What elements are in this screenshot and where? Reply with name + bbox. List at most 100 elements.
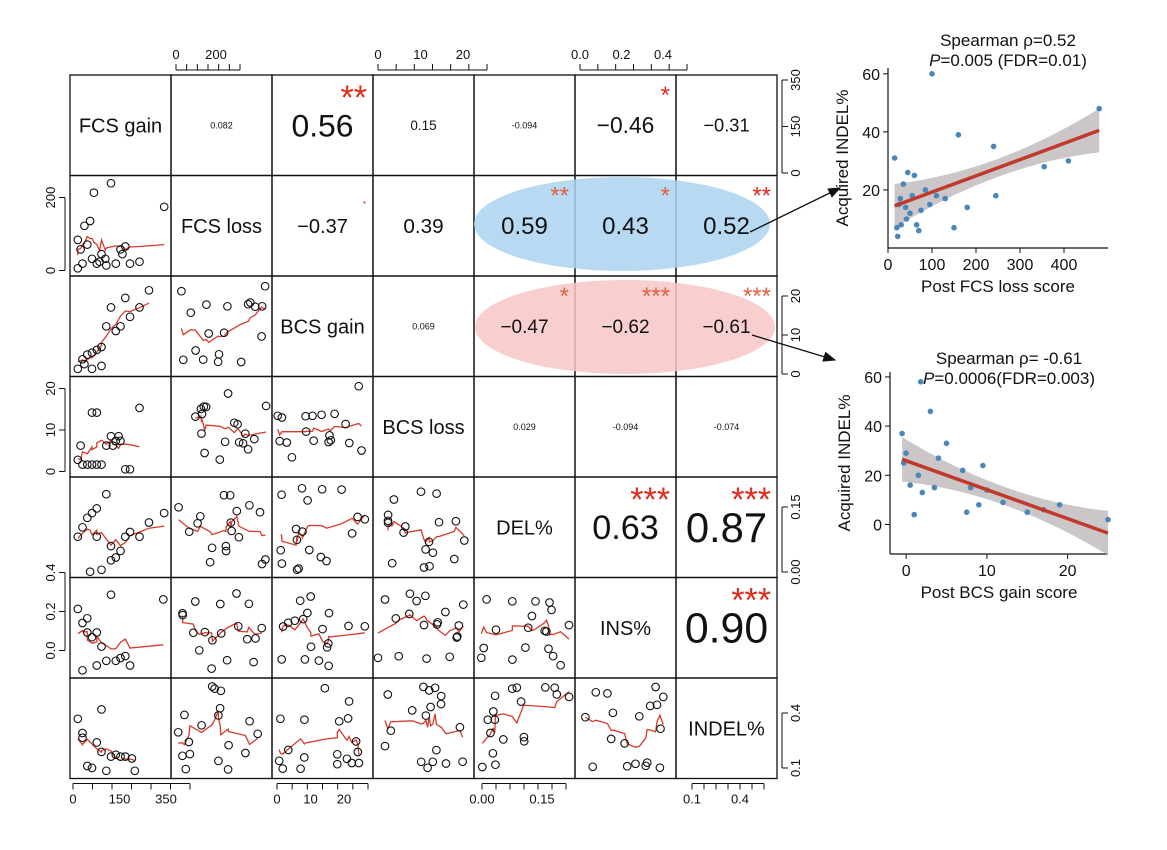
matrix-point-5-0-8 bbox=[97, 642, 106, 651]
smooth-line-4-1 bbox=[178, 515, 266, 537]
side-point-5 bbox=[915, 472, 922, 479]
side-fit-line bbox=[901, 457, 1109, 535]
side-point-18 bbox=[929, 71, 935, 77]
matrix-point-6-1-1 bbox=[178, 751, 187, 761]
matrix-point-4-1-6 bbox=[219, 490, 229, 500]
matrix-point-2-0-12 bbox=[116, 321, 125, 331]
corr-stars-2-4: * bbox=[560, 283, 569, 310]
right-row0-label-2: 0 bbox=[788, 169, 803, 176]
smooth-line-3-1 bbox=[195, 414, 267, 438]
matrix-point-5-4-0 bbox=[476, 653, 486, 663]
matrix-point-6-0-1 bbox=[78, 733, 87, 743]
smooth-line-4-2 bbox=[280, 514, 366, 546]
side-point-15 bbox=[918, 207, 924, 214]
matrix-point-1-0-13 bbox=[101, 261, 111, 270]
matrix-point-6-2-15 bbox=[351, 737, 361, 746]
matrix-point-3-2-4 bbox=[287, 452, 297, 462]
matrix-point-6-1-11 bbox=[215, 703, 225, 713]
side-point-10 bbox=[907, 210, 913, 216]
corr-stars-2-5: *** bbox=[642, 283, 670, 310]
matrix-point-3-1-3 bbox=[197, 409, 207, 419]
matrix-point-5-2-10 bbox=[314, 656, 324, 665]
matrix-point-5-0-2 bbox=[78, 665, 87, 675]
matrix-point-5-0-5 bbox=[87, 632, 97, 642]
corr-value-2-6: −0.61 bbox=[702, 317, 750, 338]
matrix-point-6-5-3 bbox=[603, 689, 612, 698]
matrix-point-2-1-5 bbox=[202, 300, 211, 309]
matrix-point-6-3-14 bbox=[436, 691, 446, 701]
side-point-13 bbox=[963, 509, 970, 515]
corr-value-0-4: -0.094 bbox=[512, 120, 538, 130]
matrix-point-5-1-2 bbox=[188, 628, 198, 638]
matrix-point-4-1-14 bbox=[245, 500, 254, 510]
matrix-point-4-2-17 bbox=[360, 514, 370, 524]
side-point-23 bbox=[964, 204, 970, 211]
bottom-col2-label-2: 20 bbox=[337, 792, 351, 807]
corr-value-1-3: 0.39 bbox=[403, 215, 443, 238]
matrix-point-2-1-0 bbox=[177, 286, 186, 296]
smooth-line-6-3 bbox=[384, 713, 464, 738]
matrix-point-5-1-17 bbox=[257, 623, 267, 633]
matrix-point-4-0-11 bbox=[111, 553, 121, 562]
matrix-point-5-2-17 bbox=[360, 621, 370, 631]
matrix-point-6-5-2 bbox=[591, 687, 601, 697]
matrix-point-6-5-15 bbox=[655, 763, 665, 773]
bottom-col6-label-1: 0.4 bbox=[731, 792, 749, 807]
matrix-point-1-0-6 bbox=[85, 216, 95, 226]
bottom-col0-label-2: 350 bbox=[155, 792, 177, 807]
matrix-point-1-0-18 bbox=[120, 242, 130, 251]
matrix-point-6-1-8 bbox=[210, 684, 220, 693]
matrix-point-5-1-12 bbox=[233, 621, 243, 631]
matrix-point-6-0-3 bbox=[82, 761, 92, 771]
matrix-point-4-0-12 bbox=[116, 546, 125, 556]
matrix-point-5-2-11 bbox=[318, 624, 327, 634]
matrix-point-2-1-9 bbox=[219, 328, 229, 338]
matrix-point-3-2-16 bbox=[354, 381, 364, 391]
bottom-col0-label-1: 150 bbox=[109, 792, 131, 807]
matrix-point-5-0-10 bbox=[106, 590, 116, 600]
matrix-point-6-2-10 bbox=[334, 716, 344, 726]
side-point-21 bbox=[1056, 502, 1063, 508]
matrix-point-5-0-12 bbox=[116, 653, 125, 663]
matrix-point-4-0-17 bbox=[159, 508, 169, 518]
matrix-point-4-2-5 bbox=[292, 565, 302, 575]
matrix-point-4-3-5 bbox=[399, 528, 408, 537]
matrix-point-6-0-6 bbox=[97, 705, 106, 714]
matrix-point-6-4-9 bbox=[507, 684, 517, 694]
matrix-point-6-5-9 bbox=[634, 711, 644, 721]
matrix-point-3-0-16 bbox=[125, 464, 135, 474]
matrix-point-4-1-5 bbox=[207, 543, 217, 553]
matrix-point-2-0-16 bbox=[144, 285, 154, 295]
top-col3-label-0: 0 bbox=[374, 47, 381, 62]
matrix-point-2-1-2 bbox=[186, 308, 196, 318]
side-point-21 bbox=[951, 224, 957, 231]
matrix-point-1-0-7 bbox=[87, 254, 97, 264]
corr-value-1-5: 0.43 bbox=[602, 213, 649, 240]
diagonal-label-5: INS% bbox=[600, 618, 651, 640]
matrix-point-2-0-11 bbox=[111, 326, 121, 336]
matrix-point-6-4-17 bbox=[564, 692, 574, 702]
matrix-point-4-2-13 bbox=[322, 556, 331, 566]
matrix-point-4-3-9 bbox=[421, 545, 430, 554]
matrix-point-3-1-2 bbox=[197, 429, 206, 438]
matrix-point-4-1-1 bbox=[184, 527, 194, 537]
corr-stars-5-6: *** bbox=[731, 582, 771, 620]
matrix-point-3-1-15 bbox=[243, 444, 253, 454]
right-row0-label-0: 350 bbox=[788, 69, 803, 91]
matrix-point-6-5-6 bbox=[620, 739, 629, 748]
matrix-point-5-1-8 bbox=[215, 599, 225, 609]
matrix-point-6-5-13 bbox=[651, 682, 660, 692]
matrix-point-1-0-12 bbox=[100, 254, 110, 264]
side-point-22 bbox=[1105, 516, 1111, 523]
matrix-point-5-1-16 bbox=[251, 634, 260, 643]
matrix-point-6-3-9 bbox=[426, 702, 435, 712]
matrix-point-4-1-4 bbox=[205, 557, 215, 567]
side-ytick-label-0: 20 bbox=[862, 183, 880, 200]
fcs-loss-scatter-plot: Spearman ρ=0.52P=0.005 (FDR=0.01) 0 100 200… bbox=[833, 31, 1108, 296]
matrix-point-3-0-5 bbox=[87, 408, 97, 417]
matrix-point-5-3-13 bbox=[445, 652, 455, 662]
matrix-point-4-0-3 bbox=[85, 567, 95, 577]
corr-value-1-6: 0.52 bbox=[703, 213, 750, 240]
matrix-point-5-0-3 bbox=[82, 628, 92, 637]
matrix-point-5-4-2 bbox=[482, 595, 491, 604]
